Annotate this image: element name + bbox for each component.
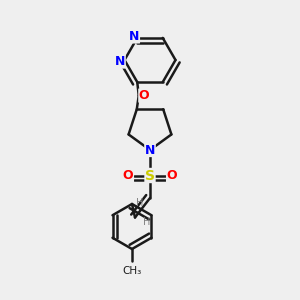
Text: O: O xyxy=(139,89,149,102)
Text: N: N xyxy=(129,30,140,43)
Text: H: H xyxy=(136,197,143,208)
Text: N: N xyxy=(145,143,155,157)
Text: S: S xyxy=(145,169,155,182)
Text: H: H xyxy=(143,217,151,227)
Text: N: N xyxy=(115,55,125,68)
Text: O: O xyxy=(167,169,177,182)
Text: O: O xyxy=(123,169,134,182)
Text: CH₃: CH₃ xyxy=(122,266,142,276)
